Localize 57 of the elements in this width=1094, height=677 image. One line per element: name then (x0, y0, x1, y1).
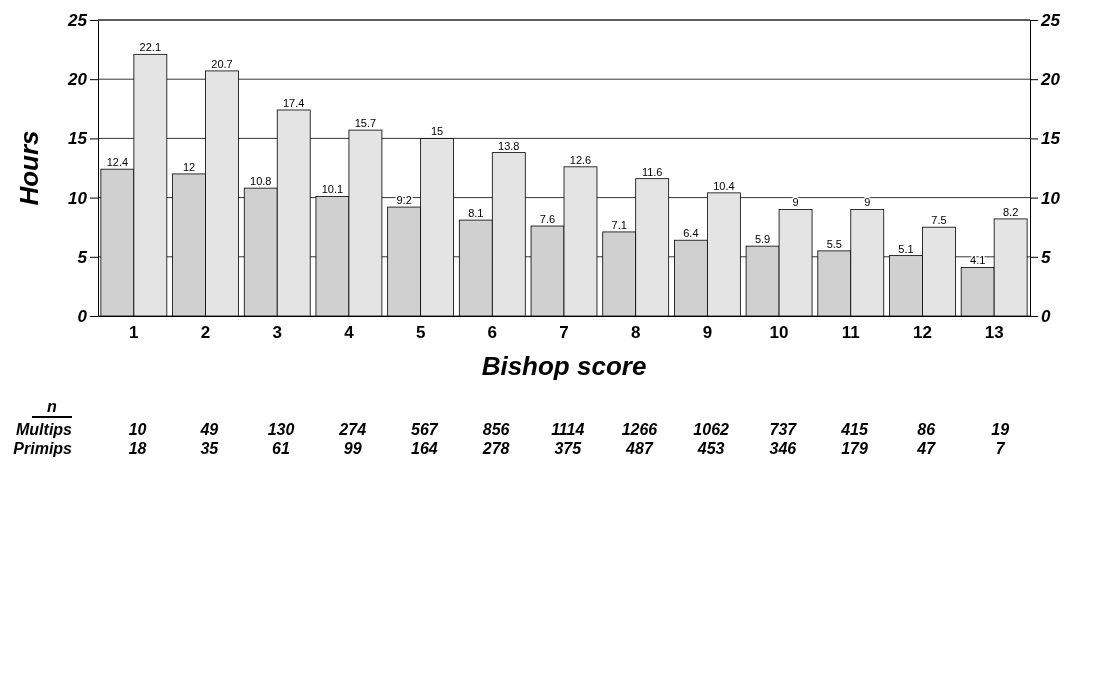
data-label: 6.4 (683, 227, 699, 240)
x-tick-label: 12 (913, 323, 932, 343)
data-label: 20.7 (211, 57, 233, 70)
x-tick-label: 4 (344, 323, 355, 343)
x-axis-title: Bishop score (481, 351, 647, 381)
data-label: 7.5 (931, 214, 947, 227)
data-label: 5.1 (898, 242, 914, 255)
text: n (47, 398, 58, 415)
data-label: 12.4 (106, 156, 129, 169)
y2-tick-label: 10 (1041, 188, 1061, 208)
data-label: 10.8 (250, 175, 272, 188)
y2-tick-label: 25 (1040, 10, 1061, 30)
y-tick-label: 5 (77, 247, 88, 267)
x-tick-label: 5 (415, 323, 426, 343)
data-label: 22.1 (139, 41, 162, 54)
data-label: 12.6 (569, 153, 592, 166)
y-tick-label: 20 (67, 70, 88, 90)
data-label: 5.5 (826, 237, 842, 250)
x-tick-label: 1 (129, 323, 139, 343)
data-label: 17.4 (283, 96, 305, 109)
data-label: 13.8 (498, 139, 520, 152)
data-label: 12 (182, 160, 196, 173)
data-label: 7.6 (539, 213, 556, 226)
data-label: 4.1 (970, 254, 986, 267)
y2-tick-label: 20 (1040, 70, 1061, 90)
x-tick-label: 11 (841, 323, 860, 343)
x-tick-label: 6 (487, 323, 498, 343)
data-label: 15 (430, 125, 444, 138)
data-label: 10.4 (713, 179, 735, 192)
text: Multips (16, 421, 73, 438)
text: 18 35 61 99 164 278 375 487 453 346 179 47 7 (128, 440, 1005, 457)
data-label: 15.7 (354, 117, 377, 130)
data-label: 7.1 (611, 218, 627, 231)
data-label: 9 (864, 196, 871, 209)
y2-tick-label: 5 (1041, 247, 1051, 267)
y-tick-label: 0 (77, 306, 88, 326)
y-axis-title: Hours (14, 130, 44, 206)
x-tick-label: 3 (272, 323, 282, 343)
y2-tick-label: 0 (1041, 306, 1051, 326)
data-label: 9 (792, 196, 799, 209)
text: 10 49 130 274 567 856 1114 1266 1062 737 415 86 19 (128, 421, 1010, 438)
data-label: 5.9 (754, 233, 771, 246)
data-label: 8.1 (468, 207, 484, 220)
x-tick-label: 9 (702, 323, 713, 343)
x-tick-label: 7 (559, 323, 569, 343)
x-tick-label: 2 (200, 323, 211, 343)
y2-tick-label: 15 (1041, 129, 1061, 149)
y-tick-label: 15 (68, 129, 88, 149)
x-tick-label: 8 (630, 323, 641, 343)
y-tick-label: 10 (68, 188, 88, 208)
data-label: 11.6 (641, 165, 663, 178)
y-tick-label: 25 (67, 10, 88, 30)
data-label: 10.1 (321, 183, 344, 196)
x-tick-label: 10 (769, 323, 789, 343)
text: Primips (13, 440, 73, 457)
data-label: 8.2 (1002, 205, 1019, 218)
x-tick-label: 13 (984, 323, 1004, 343)
